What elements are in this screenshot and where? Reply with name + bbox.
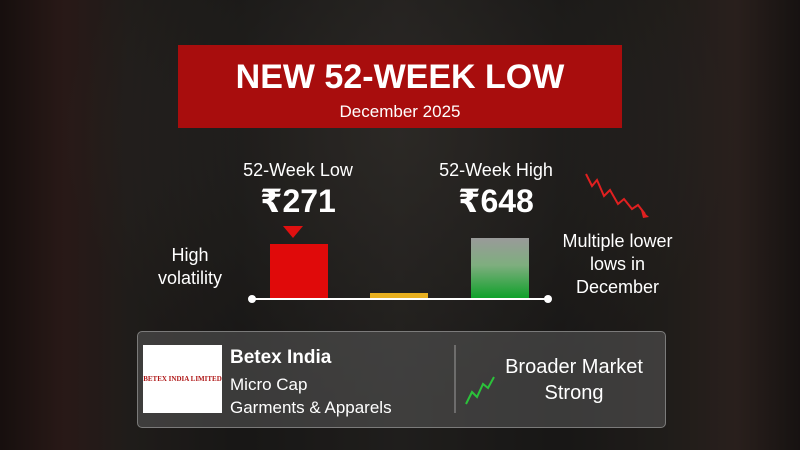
market-note: Broader Market Strong xyxy=(505,356,643,404)
stat-label: 52-Week High xyxy=(439,160,553,180)
subtitle: December 2025 xyxy=(339,102,461,121)
low-bar xyxy=(270,244,328,298)
stat-value: ₹648 xyxy=(458,183,534,219)
down-trend-icon xyxy=(585,173,646,215)
company-sector: Garments & Apparels xyxy=(230,398,392,417)
stat-label: 52-Week Low xyxy=(243,160,353,180)
arrow-head xyxy=(641,210,649,218)
note: Multiple lower lows in December xyxy=(562,231,673,297)
high-bar xyxy=(471,238,529,298)
stat-value: ₹271 xyxy=(260,183,336,219)
note: High volatility xyxy=(157,245,223,288)
title-banner xyxy=(178,45,622,128)
up-trend-icon xyxy=(465,376,495,405)
range-dot xyxy=(544,295,552,303)
info-panel xyxy=(137,331,666,428)
company-logo: BETEX INDIA LIMITED xyxy=(143,345,222,413)
title: NEW 52-WEEK LOW xyxy=(235,58,565,96)
range-dot xyxy=(248,295,256,303)
logo-text: BETEX INDIA LIMITED xyxy=(143,375,222,383)
down-marker xyxy=(283,226,303,238)
company-cap: Micro Cap xyxy=(230,375,308,394)
mid-bar xyxy=(370,293,428,299)
company-name: Betex India xyxy=(230,347,332,368)
